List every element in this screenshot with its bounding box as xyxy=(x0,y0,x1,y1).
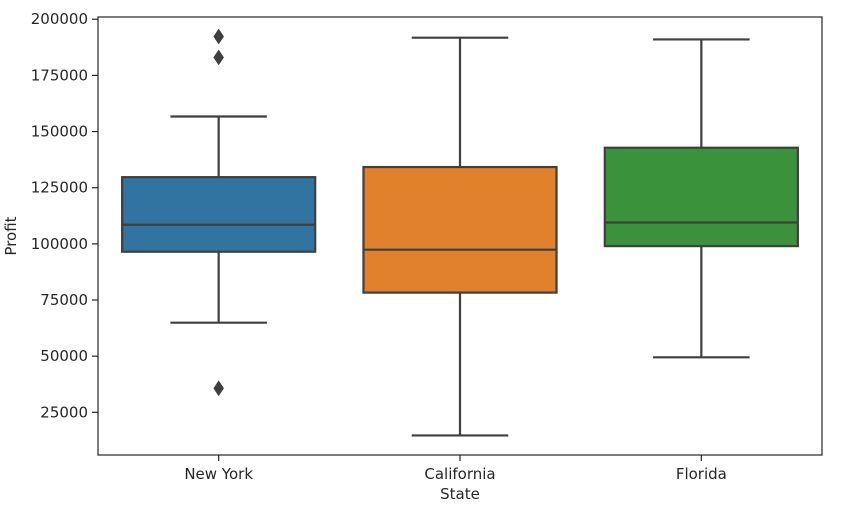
plot-frame xyxy=(97,16,823,456)
y-tick-label: 25000 xyxy=(40,403,88,421)
y-tick-label: 200000 xyxy=(31,10,88,28)
y-tick-label: 75000 xyxy=(40,291,88,309)
x-axis: New York California Florida xyxy=(184,455,727,483)
box-florida xyxy=(603,38,799,359)
y-tick-label: 100000 xyxy=(31,235,88,253)
y-axis: 25000 50000 75000 100000 125000 150000 175000 2… xyxy=(31,10,98,421)
iqr-box xyxy=(362,165,558,294)
x-tick-label: New York xyxy=(184,465,253,483)
y-axis-label: Profit xyxy=(2,216,20,255)
outlier-point xyxy=(213,49,224,66)
plot-area xyxy=(121,28,799,437)
y-tick-label: 125000 xyxy=(31,179,88,197)
box-california xyxy=(362,36,558,437)
y-tick-label: 50000 xyxy=(40,347,88,365)
y-tick-label: 175000 xyxy=(31,66,88,84)
x-axis-label: State xyxy=(440,485,480,501)
x-tick-label: Florida xyxy=(676,465,727,483)
box-new-york xyxy=(121,28,317,397)
outlier-point xyxy=(213,380,224,397)
iqr-box xyxy=(121,176,317,253)
x-tick-label: California xyxy=(424,465,495,483)
y-tick-label: 150000 xyxy=(31,123,88,141)
outlier-point xyxy=(213,28,224,45)
iqr-box xyxy=(603,146,799,248)
